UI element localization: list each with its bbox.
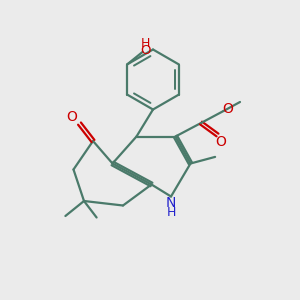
Text: H: H xyxy=(166,206,176,220)
Text: O: O xyxy=(67,110,77,124)
Text: O: O xyxy=(140,44,150,57)
Text: O: O xyxy=(216,135,226,148)
Text: N: N xyxy=(166,196,176,210)
Text: O: O xyxy=(222,102,233,116)
Text: H: H xyxy=(140,37,150,50)
